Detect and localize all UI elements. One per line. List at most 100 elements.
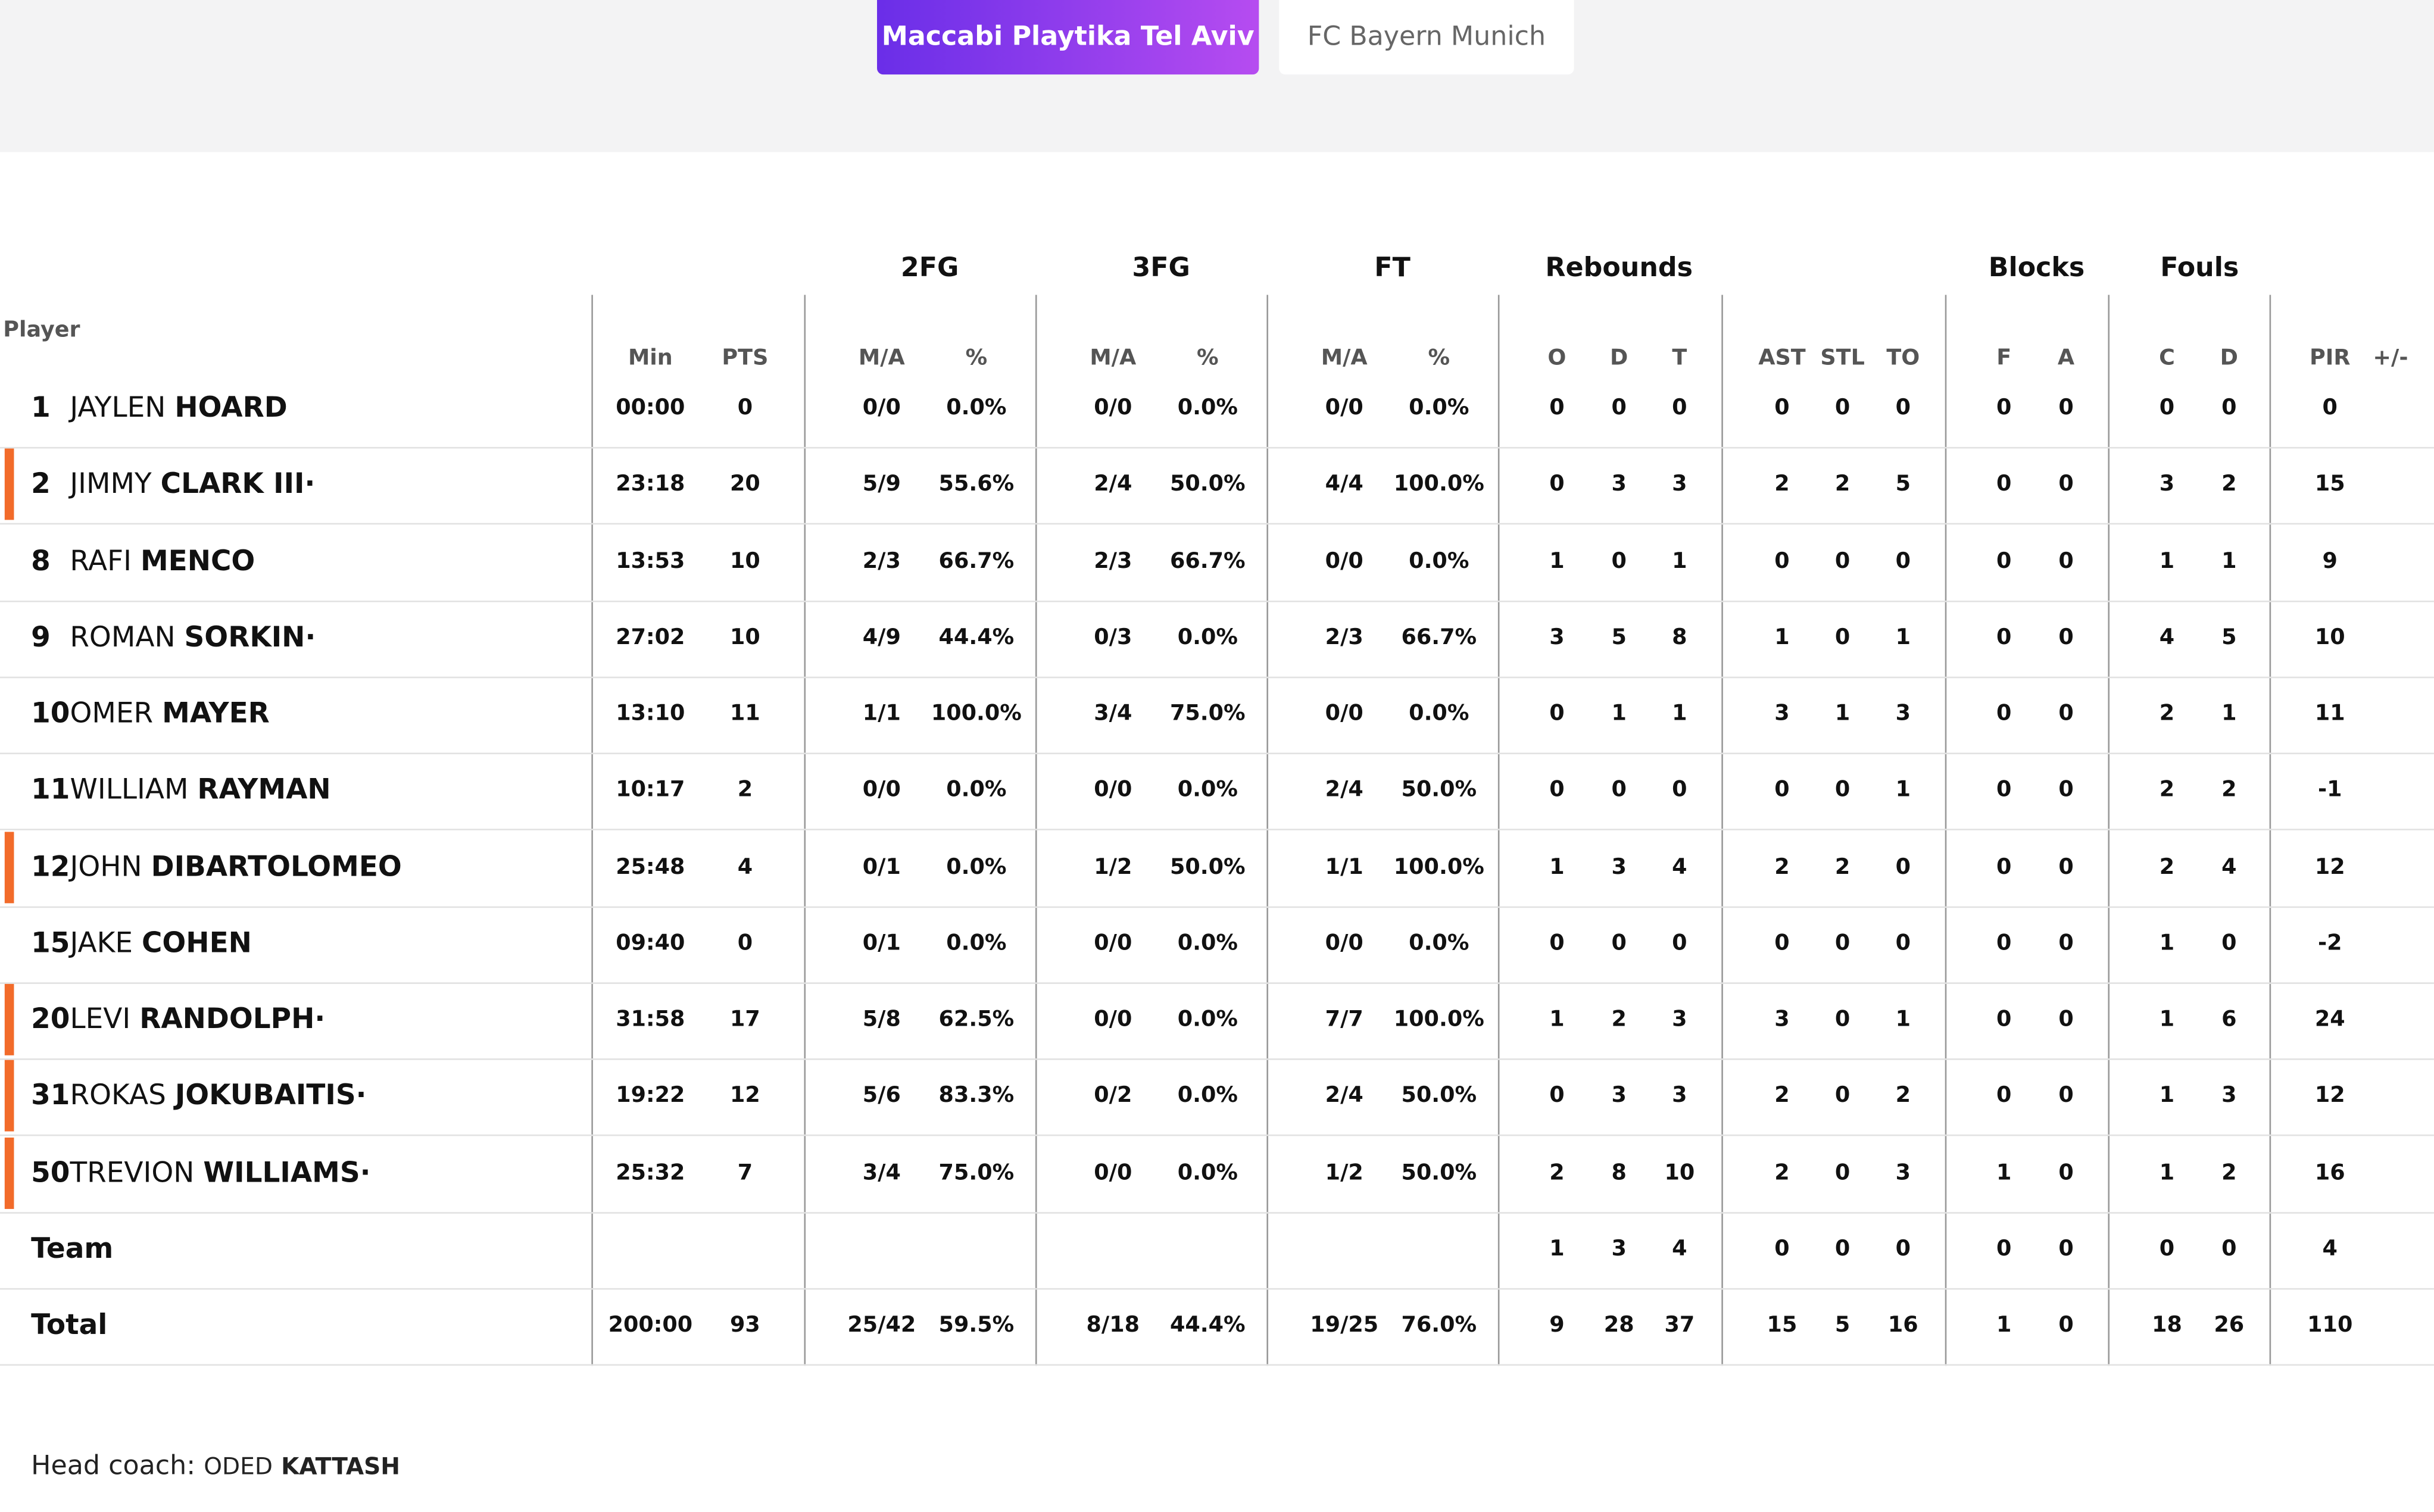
stat-cell: 2	[2159, 701, 2175, 727]
stat-cell: 8/18	[1086, 1313, 1140, 1338]
last-name: SORKIN·	[184, 621, 316, 654]
player-name: 1 JAYLEN HOARD	[31, 392, 288, 424]
stat-cell: 66.7%	[938, 548, 1015, 574]
stat-cell: 0/0	[1325, 395, 1363, 421]
player-number: 31	[31, 1079, 70, 1113]
player-number: 11	[31, 774, 70, 807]
last-name: HOARD	[174, 392, 288, 425]
stat-cell: 3/4	[862, 1160, 901, 1185]
stat-cell: 2/4	[1325, 1083, 1363, 1109]
stat-cell: 1	[1549, 1007, 1565, 1032]
stat-cell: 0.0%	[946, 930, 1007, 956]
stat-cell: 0	[2058, 701, 2074, 727]
stat-cell: 10	[730, 548, 760, 574]
row-separator	[0, 1364, 2434, 1366]
stat-cell: 0	[1834, 777, 1851, 803]
stat-cell: 3	[1672, 1083, 1687, 1109]
row-separator	[0, 1058, 2434, 1060]
column-header: STL	[1820, 346, 1865, 371]
stat-cell: 0	[2058, 1083, 2074, 1109]
stat-cell: 0/0	[1094, 1160, 1132, 1185]
column-header: Min	[628, 346, 673, 371]
stat-cell: 0	[1834, 1083, 1851, 1109]
stat-cell: 2/3	[1325, 625, 1363, 650]
group-header: FT	[1374, 252, 1411, 285]
stat-cell: 0	[1996, 777, 2012, 803]
stat-cell: 0	[1549, 930, 1565, 956]
player-number: 50	[31, 1156, 70, 1189]
stat-cell: 2	[2221, 472, 2237, 497]
stat-cell: 83.3%	[938, 1083, 1015, 1109]
stat-cell: 4	[1672, 854, 1687, 879]
player-name: Team	[31, 1233, 113, 1266]
stat-cell: 0	[1774, 548, 1790, 574]
stat-cell: 0	[1611, 930, 1627, 956]
row-label: Total	[31, 1309, 108, 1342]
last-name: WILLIAMS·	[203, 1156, 371, 1189]
stat-cell: 5	[1611, 625, 1627, 650]
stat-cell: 1	[1895, 1007, 1911, 1032]
stat-cell: 75.0%	[1169, 701, 1246, 727]
stat-cell: 8	[1672, 625, 1687, 650]
starter-marker	[4, 1060, 14, 1132]
stat-cell: 0	[1895, 548, 1911, 574]
row-separator	[0, 1211, 2434, 1213]
team-tab[interactable]: Maccabi Playtika Tel Aviv	[877, 0, 1259, 75]
row-separator	[0, 982, 2434, 984]
stat-cell: 0	[1996, 1007, 2012, 1032]
stat-cell: 0	[2159, 395, 2175, 421]
stat-cell: 0.0%	[1409, 395, 1469, 421]
stat-cell: 44.4%	[938, 625, 1015, 650]
stat-cell: 15	[2314, 472, 2345, 497]
starter-marker	[4, 1136, 14, 1208]
first-name: TREVION	[70, 1156, 195, 1189]
stat-cell: 0	[1996, 625, 2012, 650]
stat-cell: 1	[1611, 701, 1627, 727]
player-name: 8 RAFI MENCO	[31, 545, 255, 577]
player-name: 9 ROMAN SORKIN·	[31, 621, 316, 654]
stat-cell: 2/4	[1094, 472, 1132, 497]
stat-cell: 2	[2159, 854, 2175, 879]
stat-cell: 0.0%	[946, 854, 1007, 879]
stat-cell: 100.0%	[1393, 854, 1484, 879]
stat-cell: 0/3	[1094, 625, 1132, 650]
stat-cell: 0	[2221, 395, 2237, 421]
row-separator	[0, 1288, 2434, 1289]
stat-cell: 25/42	[847, 1313, 916, 1338]
stat-cell: 0.0%	[946, 777, 1007, 803]
stat-cell: 20	[730, 472, 760, 497]
stat-cell: 0	[2058, 548, 2074, 574]
first-name: JAKE	[70, 927, 133, 960]
stat-cell: 2	[1774, 472, 1790, 497]
stat-cell: 3	[1611, 854, 1627, 879]
first-name: RAFI	[70, 545, 132, 577]
first-name: JIMMY	[70, 468, 152, 501]
first-name: LEVI	[70, 1003, 131, 1036]
player-number: 9	[31, 621, 51, 654]
stat-cell: 0/0	[1325, 548, 1363, 574]
stat-cell: 0.0%	[1409, 701, 1469, 727]
stat-cell: 1/2	[1094, 854, 1132, 879]
stat-cell: 0	[1834, 1160, 1851, 1185]
stat-cell: 0	[1549, 472, 1565, 497]
player-number: 8	[31, 545, 51, 577]
stat-cell: 0	[1549, 1083, 1565, 1109]
last-name: RAYMAN	[197, 774, 331, 807]
stat-cell: 7	[737, 1160, 753, 1185]
group-header: Fouls	[2160, 252, 2239, 285]
stat-cell: 3	[1611, 472, 1627, 497]
player-name: 20LEVI RANDOLPH·	[31, 1003, 325, 1036]
stat-cell: -2	[2317, 930, 2342, 956]
stat-cell: 0	[1996, 1236, 2012, 1261]
stat-cell: 1/1	[862, 701, 901, 727]
stat-cell: 0.0%	[1177, 930, 1238, 956]
first-name: JOHN	[70, 850, 142, 883]
stat-cell: 12	[2314, 1083, 2345, 1109]
team-tab[interactable]: FC Bayern Munich	[1279, 0, 1574, 75]
stat-cell: 3	[1611, 1083, 1627, 1109]
stat-cell: 0	[737, 395, 753, 421]
stat-cell: 10	[2314, 625, 2345, 650]
stat-cell: 1/2	[1325, 1160, 1363, 1185]
stat-cell: 26	[2214, 1313, 2245, 1338]
